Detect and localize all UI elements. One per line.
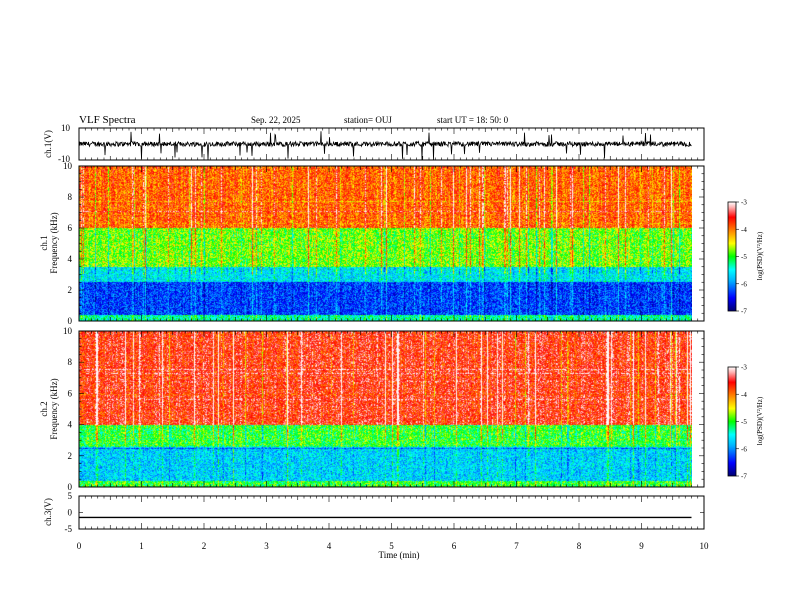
y-tick-label: 0 [68,482,73,492]
ch1-colorbar-label: log(PSD)(V²/Hz) [756,231,764,280]
y-tick-label: 0 [68,508,73,518]
ch1-waveform-panel: 10 -10 ch.1(V) [43,123,705,164]
y-tick-label: 6 [68,388,73,398]
ch2-spectrogram-panel: 0 2 4 6 8 10 ch.2 Frequency (kHz) [39,326,705,492]
ch3-waveform-yticks: 5 0 -5 [65,491,704,534]
time-axis-label: Time (min) [379,550,420,560]
ch1-ytick-top: 10 [61,123,71,133]
ch2-colorbar-gradient [727,366,737,477]
ch1-waveform-line [78,131,692,160]
ch2-spectrogram-yticks: 0 2 4 6 8 10 [63,326,704,492]
y-tick-label: 8 [68,357,73,367]
y-tick-label: 10 [63,326,73,336]
colorbar-tick-label: -3 [741,199,747,207]
ch1-waveform-xticks [78,128,705,160]
y-tick-label: -5 [65,524,73,534]
y-tick-label: 5 [68,491,73,501]
x-tick-label: 4 [327,541,332,551]
ch2-colorbar-ticks: -3 -4 -5 -6 -7 [736,364,747,481]
x-tick-label: 10 [700,541,710,551]
figure-date: Sep. 22, 2025 [251,115,301,125]
ch2-colorbar-label: log(PSD)(V²/Hz) [756,396,764,445]
y-tick-label: 2 [68,451,73,461]
x-tick-label: 5 [389,541,394,551]
time-axis-tick-labels: 0 1 2 3 4 5 6 7 8 9 10 [77,541,709,551]
figure-station: station= OUJ [344,115,392,125]
colorbar-tick-label: -5 [741,253,747,261]
colorbar-tick-label: -4 [741,226,747,234]
ch1-waveform-ylabel: ch.1(V) [43,130,53,158]
ch1-colorbar-ticks: -3 -4 -5 -6 -7 [736,199,747,316]
ch1-ytick-bottom: -10 [58,154,70,164]
ch1-colorbar: -3 -4 -5 -6 -7 log(PSD)(V²/Hz) [727,199,764,316]
ch1-spectrogram-ylabel-channel: ch.1 [39,235,49,250]
ch2-colorbar: -3 -4 -5 -6 -7 log(PSD)(V²/Hz) [727,364,764,481]
x-tick-label: 6 [452,541,457,551]
colorbar-tick-label: -4 [741,391,747,399]
y-tick-label: 2 [68,285,73,295]
ch1-spectrogram-yticks: 0 2 4 6 8 10 [63,161,704,326]
y-tick-label: 4 [68,420,73,430]
y-tick-label: 0 [68,316,73,326]
x-tick-label: 1 [139,541,144,551]
ch2-spectrogram-ylabel-channel: ch.2 [39,401,49,416]
x-tick-label: 8 [577,541,582,551]
y-tick-label: 10 [63,161,73,171]
colorbar-tick-label: -6 [741,280,747,288]
ch3-waveform-ylabel: ch.3(V) [43,498,53,526]
x-tick-label: 7 [514,541,519,551]
y-tick-label: 6 [68,223,73,233]
ch2-spectrogram-xticks [78,331,705,487]
ch3-waveform-panel: 5 0 -5 ch.3(V) [43,491,705,534]
ch3-waveform-xticks [78,496,705,529]
figure-start-time: start UT = 18: 50: 0 [437,115,509,125]
ch1-spectrogram-image [79,166,692,321]
x-tick-label: 2 [202,541,207,551]
figure-title: VLF Spectra [79,114,136,126]
ch1-colorbar-gradient [727,201,737,312]
colorbar-tick-label: -7 [741,308,747,316]
x-tick-label: 9 [639,541,644,551]
y-tick-label: 4 [68,254,73,264]
colorbar-tick-label: -7 [741,473,747,481]
ch1-spectrogram-ylabel-frequency: Frequency (kHz) [49,212,59,273]
colorbar-tick-label: -5 [741,418,747,426]
colorbar-tick-label: -3 [741,364,747,372]
x-tick-label: 0 [77,541,82,551]
x-tick-label: 3 [264,541,269,551]
ch1-spectrogram-xticks [78,166,705,321]
y-tick-label: 8 [68,192,73,202]
ch2-spectrogram-image [79,331,692,487]
ch2-spectrogram-ylabel-frequency: Frequency (kHz) [49,378,59,439]
colorbar-tick-label: -6 [741,445,747,453]
ch1-spectrogram-panel: 0 2 4 6 8 10 ch.1 Frequency (kHz) [39,161,705,326]
